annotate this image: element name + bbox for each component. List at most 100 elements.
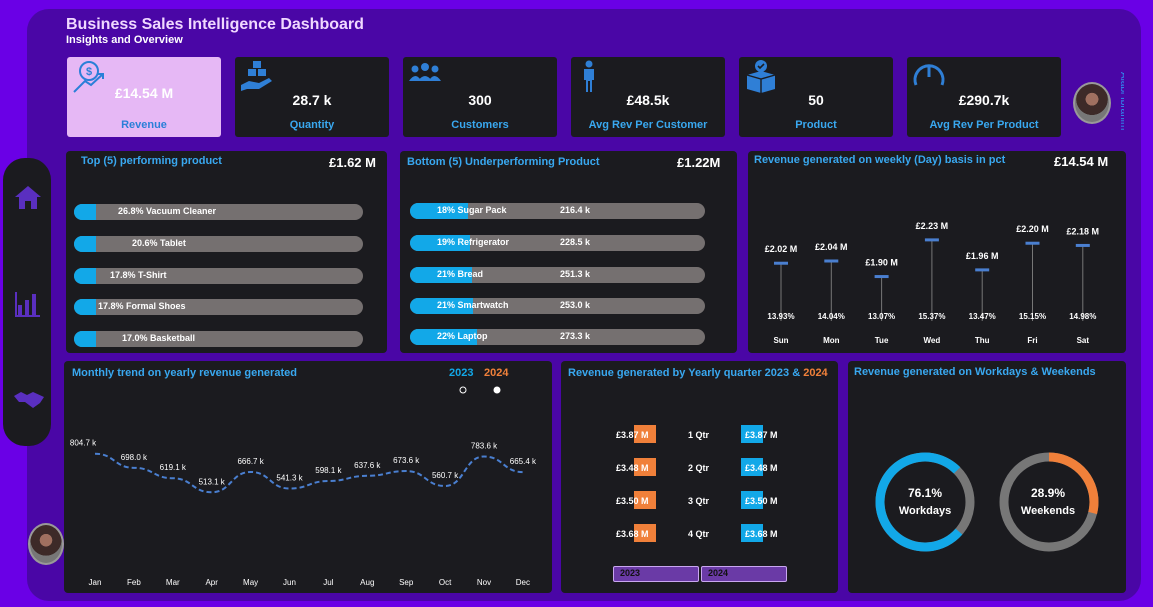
bottom5-bar[interactable]: 19% Refrigerator 228.5 k bbox=[410, 235, 705, 251]
weekly-pct-label: 13.07% bbox=[868, 312, 895, 321]
bottom5-bar[interactable]: 22% Laptop 273.3 k bbox=[410, 329, 705, 345]
weekly-point[interactable] bbox=[1075, 243, 1090, 247]
monthly-month-label: Nov bbox=[477, 578, 491, 587]
bottom5-bar-label: 21% Bread bbox=[437, 269, 484, 279]
weekly-point[interactable] bbox=[975, 268, 990, 272]
q-label: 3 Qtr bbox=[688, 496, 710, 506]
weekly-value-label: £2.23 M bbox=[916, 221, 949, 231]
kpi-card-quantity[interactable]: 28.7 k Quantity bbox=[235, 57, 389, 137]
q-bar-2023[interactable] bbox=[741, 425, 763, 443]
q-right-value: £3.48 M bbox=[745, 463, 778, 473]
weekly-pct-label: 15.37% bbox=[918, 312, 945, 321]
kpi-card-avg-rev-product[interactable]: £290.7k Avg Rev Per Product bbox=[907, 57, 1061, 137]
monthly-panel: Monthly trend on yearly revenue generate… bbox=[64, 361, 552, 593]
bottom5-bar[interactable]: 21% Smartwatch 253.0 k bbox=[410, 298, 705, 314]
kpi-card-product[interactable]: 50 Product bbox=[739, 57, 893, 137]
legend-marker-2023[interactable] bbox=[459, 386, 467, 394]
bottom5-bar-label: 22% Laptop bbox=[437, 331, 488, 341]
handshake-icon[interactable] bbox=[13, 388, 45, 412]
weekly-point[interactable] bbox=[1025, 241, 1040, 245]
monthly-month-label: Jul bbox=[323, 578, 333, 587]
q-left-value: £3.50 M bbox=[616, 496, 649, 506]
bar-chart-icon[interactable] bbox=[15, 291, 41, 317]
bottom5-bar-fill bbox=[410, 329, 477, 345]
weekly-point[interactable] bbox=[874, 275, 889, 279]
kpi-card-avg-rev-customer[interactable]: £48.5k Avg Rev Per Customer bbox=[571, 57, 725, 137]
bottom5-bar-fill bbox=[410, 298, 473, 314]
workdays-title: Revenue generated on Workdays & Weekends bbox=[854, 366, 1096, 378]
bottom5-bar[interactable]: 18% Sugar Pack 216.4 k bbox=[410, 203, 705, 219]
weekly-pct-label: 15.15% bbox=[1019, 312, 1046, 321]
top5-bar-fill bbox=[74, 204, 96, 220]
bottom5-bar-value: 228.5 k bbox=[560, 237, 591, 247]
weekends-ring-arc[interactable] bbox=[999, 452, 1099, 552]
weekly-panel: Revenue generated on weekly (Day) basis … bbox=[748, 151, 1126, 353]
weekends-label: Weekends bbox=[1020, 505, 1076, 517]
product-box-icon bbox=[746, 60, 776, 93]
monthly-month-label: Oct bbox=[439, 578, 452, 587]
quarterly-title-a: Revenue generated by Yearly quarter 2023… bbox=[568, 367, 804, 379]
weekly-value-label: £1.96 M bbox=[966, 251, 999, 261]
top5-bar[interactable]: 26.8% Vacuum Cleaner bbox=[74, 204, 363, 220]
quarterly-title: Revenue generated by Yearly quarter 2023… bbox=[568, 367, 828, 379]
q-bar-2023[interactable] bbox=[741, 491, 763, 509]
q-bar-2024[interactable] bbox=[634, 458, 656, 476]
weekly-day-label: Sat bbox=[1077, 336, 1090, 345]
kpi-card-revenue[interactable]: $ £14.54 M Revenue bbox=[67, 57, 221, 137]
weekends-pct: 28.9% bbox=[1030, 486, 1066, 500]
avatar[interactable] bbox=[1073, 82, 1111, 124]
monthly-value-label: 619.1 k bbox=[160, 463, 187, 472]
q-bar-2024[interactable] bbox=[634, 491, 656, 509]
home-icon[interactable] bbox=[14, 184, 42, 210]
monthly-month-label: Feb bbox=[127, 578, 141, 587]
legend-marker-2024[interactable] bbox=[493, 386, 501, 394]
avatar-bottom[interactable] bbox=[28, 523, 64, 565]
monthly-month-label: Sep bbox=[399, 578, 414, 587]
monthly-series-line[interactable] bbox=[94, 452, 523, 494]
top5-total: £1.62 M bbox=[329, 155, 376, 170]
monthly-month-label: Jun bbox=[283, 578, 296, 587]
side-nav bbox=[3, 158, 51, 446]
weekly-value-label: £2.02 M bbox=[765, 244, 798, 254]
bottom5-panel: Bottom (5) Underperforming Product £1.22… bbox=[400, 151, 737, 353]
kpi-label: Quantity bbox=[289, 119, 335, 131]
legend-2023[interactable]: 2023 bbox=[449, 367, 474, 379]
kpi-card-customers[interactable]: 300 Customers bbox=[403, 57, 557, 137]
kpi-value: 300 bbox=[468, 92, 492, 108]
monthly-month-label: May bbox=[243, 578, 258, 587]
monthly-value-label: 598.1 k bbox=[315, 466, 342, 475]
legend-2024[interactable]: 2024 bbox=[484, 367, 509, 379]
weekly-point[interactable] bbox=[824, 259, 839, 263]
q-bar-2024[interactable] bbox=[634, 524, 656, 542]
weekly-day-label: Wed bbox=[924, 336, 941, 345]
q-left-value: £3.48 M bbox=[616, 463, 649, 473]
top5-bar-fill bbox=[74, 331, 96, 347]
weekly-pct-label: 14.04% bbox=[818, 312, 845, 321]
quarterly-panel: Revenue generated by Yearly quarter 2023… bbox=[561, 361, 838, 593]
slicer-2024[interactable]: 2024 bbox=[701, 566, 787, 582]
monthly-value-label: 541.3 k bbox=[276, 474, 303, 483]
q-right-value: £3.68 M bbox=[745, 529, 778, 539]
q-bar-2023[interactable] bbox=[741, 458, 763, 476]
top5-bar[interactable]: 17.8% T-Shirt bbox=[74, 268, 363, 284]
bottom5-bar-value: 253.0 k bbox=[560, 300, 591, 310]
monthly-value-label: 698.0 k bbox=[121, 453, 148, 462]
weekly-point[interactable] bbox=[774, 261, 788, 265]
top5-bar[interactable]: 17.8% Formal Shoes bbox=[74, 299, 363, 315]
gauge-icon bbox=[913, 64, 945, 86]
bottom5-bar-label: 18% Sugar Pack bbox=[437, 205, 507, 215]
slicer-2023[interactable]: 2023 bbox=[613, 566, 699, 582]
weekly-point[interactable] bbox=[924, 238, 939, 242]
top5-bar-label: 26.8% Vacuum Cleaner bbox=[118, 206, 217, 216]
top5-panel: Top (5) performing product £1.62 M 26.8%… bbox=[66, 151, 387, 353]
top5-bar[interactable]: 20.6% Tablet bbox=[74, 236, 363, 252]
workdays-panel: Revenue generated on Workdays & Weekends… bbox=[848, 361, 1126, 593]
bottom5-title: Bottom (5) Underperforming Product bbox=[407, 156, 600, 168]
bottom5-bar[interactable]: 21% Bread 251.3 k bbox=[410, 267, 705, 283]
monthly-value-label: 513.1 k bbox=[199, 477, 226, 486]
weekly-day-label: Sun bbox=[773, 336, 788, 345]
q-bar-2024[interactable] bbox=[634, 425, 656, 443]
top5-bar[interactable]: 17.0% Basketball bbox=[74, 331, 363, 347]
q-bar-2023[interactable] bbox=[741, 524, 763, 542]
workdays-ring-arc[interactable] bbox=[862, 439, 989, 566]
